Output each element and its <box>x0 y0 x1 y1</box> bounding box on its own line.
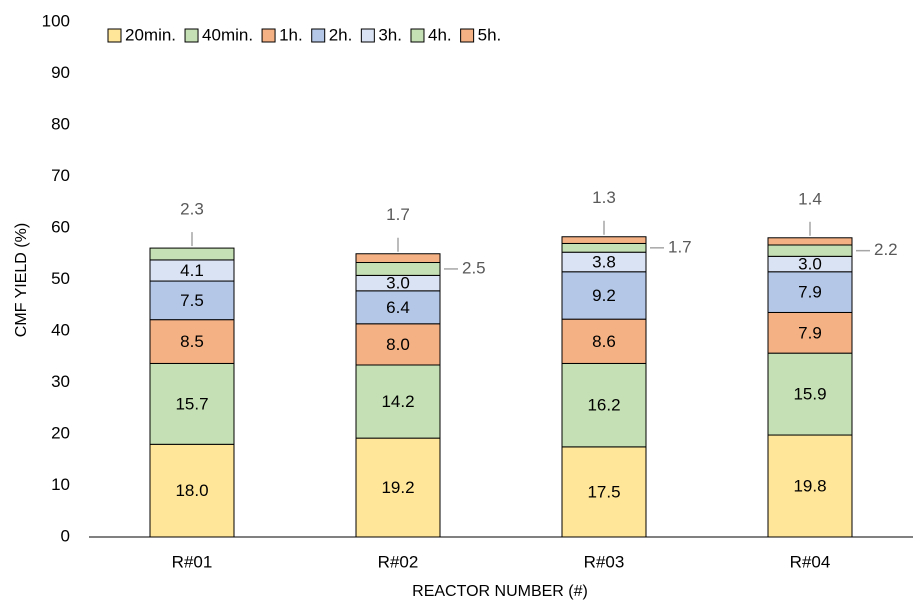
data-label: 1.3 <box>592 188 616 207</box>
data-label: 1.7 <box>668 237 692 256</box>
bar-segment <box>149 362 235 445</box>
bar-segment <box>561 446 647 538</box>
legend-swatch <box>410 28 425 43</box>
bar-segment <box>149 443 235 538</box>
y-tick-label: 30 <box>51 372 70 391</box>
data-label: 9.2 <box>592 286 616 305</box>
bar-segment <box>561 271 647 320</box>
legend-label: 4h. <box>428 25 452 44</box>
data-label: 19.8 <box>793 476 826 495</box>
data-label: 3.0 <box>386 274 410 293</box>
bar-segment <box>767 244 853 257</box>
y-tick-label: 60 <box>51 217 70 236</box>
data-label: 6.4 <box>386 298 410 317</box>
legend-swatch <box>184 28 199 43</box>
legend-label: 20min. <box>125 25 176 44</box>
legend-swatch <box>460 28 475 43</box>
y-tick-label: 20 <box>51 423 70 442</box>
legend-swatch <box>311 28 326 43</box>
y-axis-title: CMF YIELD (%) <box>13 223 30 337</box>
data-label: 19.2 <box>381 478 414 497</box>
bar-segment <box>355 290 441 325</box>
x-tick-label: R#03 <box>584 552 625 571</box>
data-label: 17.5 <box>587 482 620 501</box>
bar-segment <box>561 242 647 253</box>
legend-label: 2h. <box>329 25 353 44</box>
data-label: 4.1 <box>180 261 204 280</box>
x-tick-label: R#01 <box>172 552 213 571</box>
data-label: 7.5 <box>180 291 204 310</box>
bar-segment <box>561 236 647 244</box>
bar-segment <box>767 271 853 313</box>
data-label: 18.0 <box>175 481 208 500</box>
x-tick-label: R#02 <box>378 552 419 571</box>
data-label: 7.9 <box>798 323 822 342</box>
data-label: 15.9 <box>793 385 826 404</box>
bar-segment <box>355 437 441 538</box>
data-label: 8.0 <box>386 335 410 354</box>
data-label: 3.8 <box>592 252 616 271</box>
bar-segment <box>767 352 853 436</box>
legend-swatch <box>261 28 276 43</box>
bar-segment <box>355 364 441 439</box>
x-axis-title: REACTOR NUMBER (#) <box>412 583 588 600</box>
data-label: 3.0 <box>798 255 822 274</box>
bar-segment <box>767 237 853 246</box>
y-tick-label: 0 <box>61 526 70 545</box>
data-label: 7.9 <box>798 283 822 302</box>
legend-label: 1h. <box>279 25 303 44</box>
data-label: 1.7 <box>386 205 410 224</box>
y-tick-label: 40 <box>51 320 70 339</box>
bar-segment <box>149 247 235 261</box>
data-label: 8.5 <box>180 332 204 351</box>
data-label: 2.2 <box>874 240 898 259</box>
bar-segment <box>355 262 441 276</box>
y-tick-label: 70 <box>51 166 70 185</box>
bar-segment <box>767 311 853 354</box>
bar-segment <box>149 280 235 321</box>
legend-label: 5h. <box>478 25 502 44</box>
y-tick-label: 10 <box>51 475 70 494</box>
x-tick-label: R#04 <box>790 552 831 571</box>
y-tick-label: 80 <box>51 114 70 133</box>
data-label: 14.2 <box>381 392 414 411</box>
data-label: 8.6 <box>592 332 616 351</box>
y-tick-label: 50 <box>51 269 70 288</box>
bar-segment <box>355 323 441 366</box>
data-label: 2.3 <box>180 200 204 219</box>
data-label: 15.7 <box>175 394 208 413</box>
data-label: 1.4 <box>798 189 822 208</box>
data-label: 2.5 <box>462 258 486 277</box>
bar-segment <box>561 362 647 448</box>
data-label: 16.2 <box>587 396 620 415</box>
y-tick-label: 90 <box>51 63 70 82</box>
y-tick-label: 100 <box>42 11 70 30</box>
legend-label: 40min. <box>202 25 253 44</box>
legend-swatch <box>360 28 375 43</box>
legend-swatch <box>107 28 122 43</box>
bar-segment <box>355 253 441 264</box>
legend-label: 3h. <box>378 25 402 44</box>
